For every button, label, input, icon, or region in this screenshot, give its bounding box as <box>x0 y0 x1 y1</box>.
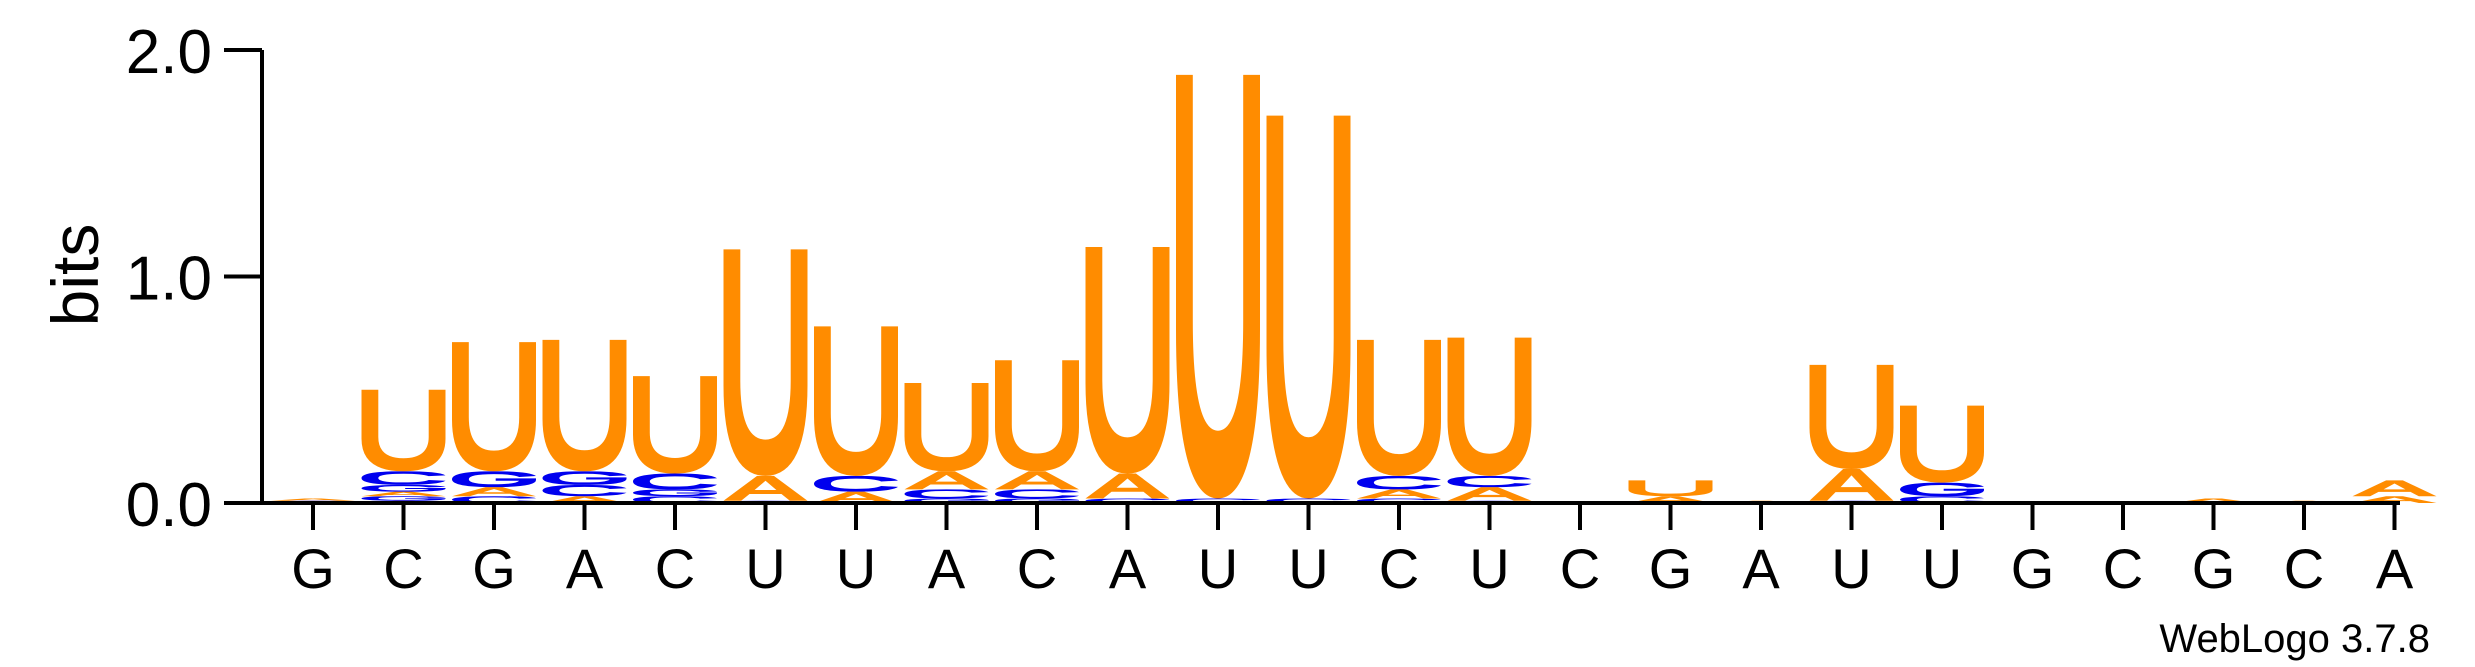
x-tick-label: U <box>1831 537 1871 600</box>
logo-letter-g <box>362 496 446 501</box>
x-tick-label: G <box>472 537 516 600</box>
logo-letter-a <box>995 471 1079 489</box>
logo-letter-u <box>1629 480 1713 496</box>
x-tick-label: U <box>836 537 876 600</box>
logo-letter-g <box>362 485 446 492</box>
logo-letter-u <box>995 360 1079 471</box>
logo-letter-u <box>362 390 446 472</box>
y-axis-label: bits <box>38 224 112 327</box>
logo-letter-a <box>905 471 989 489</box>
x-tick-label: C <box>383 537 423 600</box>
logo-letter-u <box>724 249 808 476</box>
x-tick-label: G <box>2011 537 2055 600</box>
weblogo-credit: WebLogo 3.7.8 <box>2159 617 2430 661</box>
y-tick-label: 2.0 <box>126 18 212 87</box>
x-tick-label: A <box>1109 537 1147 600</box>
x-tick-label: U <box>1469 537 1509 600</box>
x-tick-label: C <box>2103 537 2143 600</box>
x-tick-label: G <box>291 537 335 600</box>
x-tick-label: U <box>1198 537 1238 600</box>
logo-letter-a <box>362 492 446 497</box>
logo-letter-c <box>814 476 898 492</box>
logo-letter-g <box>452 471 536 487</box>
logo-letter-c <box>995 489 1079 498</box>
x-tick-label: C <box>1560 537 1600 600</box>
logo-letter-u <box>1900 406 1984 483</box>
y-axis-ticks: 0.0 1.0 2.0 <box>126 18 262 540</box>
logo-stacks <box>271 75 2437 503</box>
logo-letter-a <box>1448 487 1532 501</box>
x-tick-label: A <box>566 537 604 600</box>
logo-letter-c <box>905 489 989 498</box>
logo-letter-u <box>1357 340 1441 476</box>
logo-letter-u <box>633 376 717 473</box>
x-tick-label: C <box>2284 537 2324 600</box>
x-tick-label: A <box>928 537 966 600</box>
logo-letter-u <box>452 342 536 471</box>
logo-letter-c <box>1448 476 1532 487</box>
logo-letter-a <box>271 498 355 500</box>
logo-letter-a <box>2353 480 2437 496</box>
logo-letter-u <box>1086 247 1170 474</box>
logo-letter-u <box>1448 338 1532 476</box>
logo-letter-c <box>543 485 627 496</box>
logo-letter-u <box>905 383 989 471</box>
logo-letter-g <box>1900 483 1984 497</box>
x-tick-label: U <box>1922 537 1962 600</box>
logo-letter-u <box>543 340 627 471</box>
logo-letter-u <box>1176 75 1260 499</box>
x-tick-label: G <box>2192 537 2236 600</box>
x-tick-label: G <box>1649 537 1693 600</box>
logo-letter-u <box>814 326 898 475</box>
logo-letter-a <box>1357 489 1441 498</box>
logo-letter-g <box>633 489 717 496</box>
logo-letter-c <box>633 474 717 490</box>
x-tick-label: U <box>745 537 785 600</box>
y-tick-label: 1.0 <box>126 245 212 314</box>
logo-letter-a <box>724 476 808 501</box>
x-tick-label: C <box>1379 537 1419 600</box>
logo-letter-a <box>452 487 536 496</box>
x-tick-label: A <box>2376 537 2414 600</box>
x-tick-label: C <box>1017 537 1057 600</box>
x-tick-label: C <box>655 537 695 600</box>
logo-letter-c <box>362 471 446 485</box>
logo-letter-u <box>1810 365 1894 469</box>
y-tick-label: 0.0 <box>126 471 212 540</box>
logo-letter-a <box>1810 469 1894 501</box>
logo-letter-u <box>1267 116 1351 499</box>
logo-letter-g <box>543 471 627 485</box>
x-tick-label: U <box>1288 537 1328 600</box>
x-tick-label: A <box>1742 537 1780 600</box>
logo-letter-a <box>1086 474 1170 499</box>
logo-letter-c <box>1357 476 1441 490</box>
